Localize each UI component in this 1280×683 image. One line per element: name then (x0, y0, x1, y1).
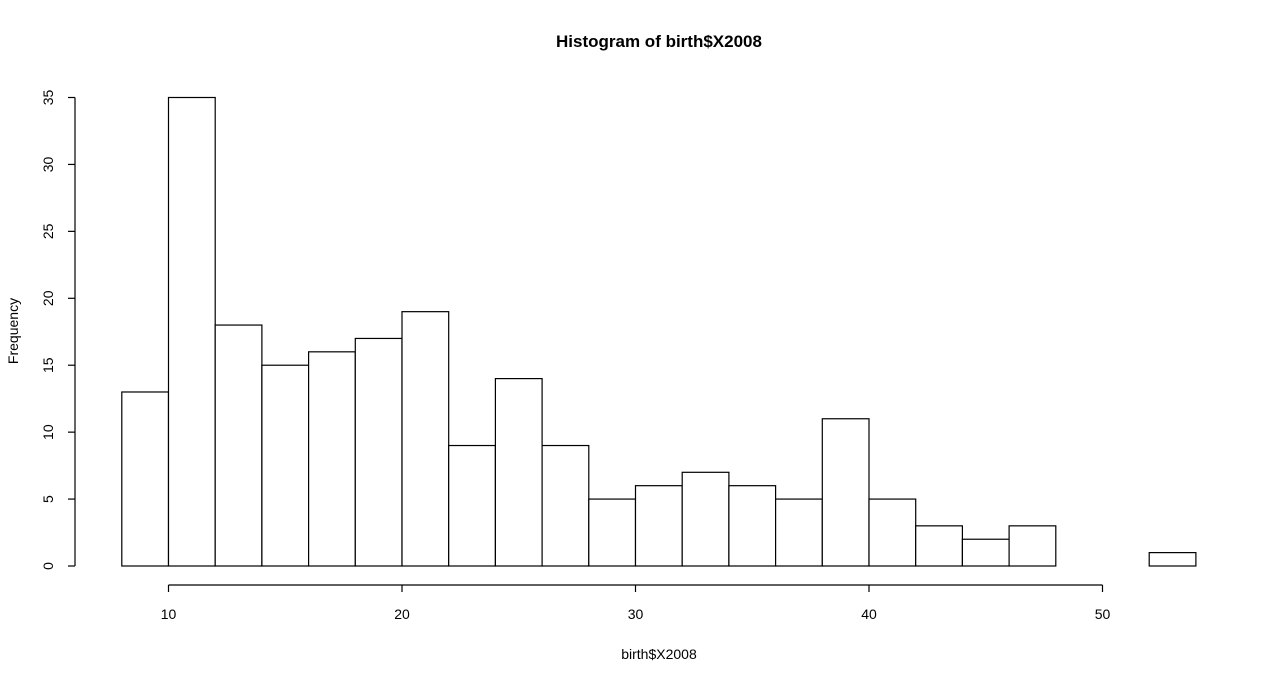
y-tick-label: 30 (40, 156, 56, 172)
histogram-bar (541, 444, 590, 567)
x-tick-label: 50 (1095, 606, 1111, 622)
y-tick-label: 0 (40, 562, 56, 570)
x-tick-label: 30 (628, 606, 644, 622)
x-axis-label: birth$X2008 (621, 646, 697, 662)
histogram-bars (121, 96, 1197, 567)
histogram-bar (915, 525, 964, 567)
y-tick-label: 20 (40, 290, 56, 306)
histogram-bar (1008, 525, 1057, 567)
histogram-bar (728, 485, 777, 567)
histogram-bar (774, 498, 823, 567)
histogram-bar (494, 378, 543, 567)
y-tick-label: 5 (40, 495, 56, 503)
histogram-bar (448, 444, 497, 567)
y-tick-label: 25 (40, 223, 56, 239)
y-axis-label: Frequency (5, 298, 21, 364)
histogram-bar (214, 324, 263, 567)
histogram-bar (634, 485, 683, 567)
histogram-bar (681, 471, 730, 567)
y-tick-label: 15 (40, 357, 56, 373)
chart-title: Histogram of birth$X2008 (556, 32, 762, 51)
histogram-bar (121, 391, 170, 567)
histogram-bar (1148, 552, 1197, 567)
y-tick-label: 35 (40, 90, 56, 106)
y-axis: 0 5 10 15 20 25 30 35 (40, 90, 76, 570)
x-tick-label: 40 (861, 606, 877, 622)
histogram-bar (401, 311, 450, 567)
histogram-bar (588, 498, 637, 567)
histogram-bar (961, 538, 1010, 567)
histogram-bar (261, 364, 310, 567)
x-tick-label: 10 (161, 606, 177, 622)
histogram-bar (308, 351, 356, 567)
histogram-bar (354, 337, 403, 567)
x-tick-label: 20 (394, 606, 410, 622)
histogram-bar (868, 498, 917, 567)
histogram-bar (167, 96, 216, 567)
histogram-bar (821, 418, 870, 567)
x-axis: 10 20 30 40 50 (161, 584, 1111, 622)
y-tick-label: 10 (40, 424, 56, 440)
